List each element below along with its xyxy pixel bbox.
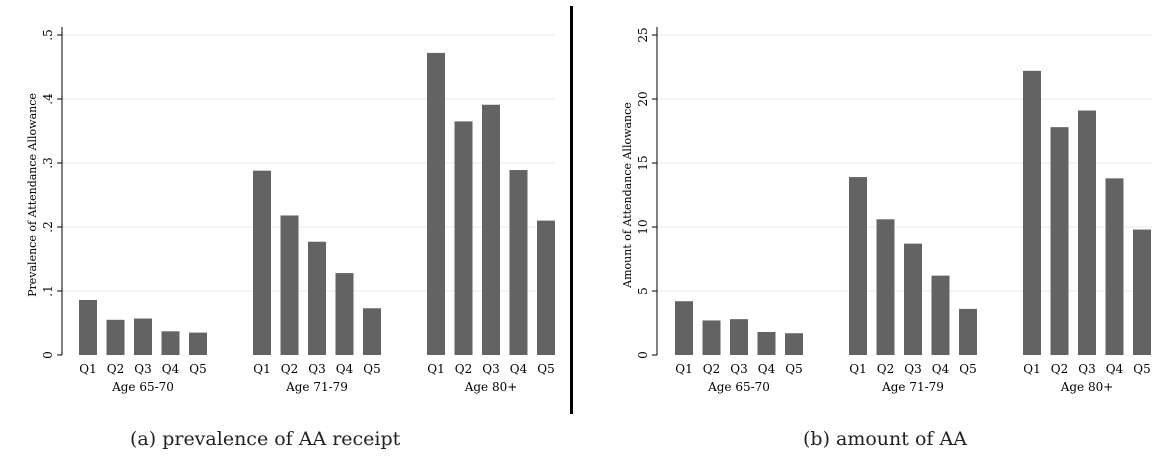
chart-amount: 0 5 10 15 20 25 Amount of Attendance Allowance… xyxy=(621,27,1153,394)
y-tick-label: .3 xyxy=(41,157,55,168)
bar-age-65-70-q2 xyxy=(702,320,721,355)
x-tick-label: Q4 xyxy=(758,362,776,376)
x-tick-label: Q3 xyxy=(730,362,747,376)
group-label: Age 80+ xyxy=(464,380,518,394)
x-tick-label: Q1 xyxy=(849,362,866,376)
x-tick-label: Q2 xyxy=(1051,362,1068,376)
bar-age-80--q1 xyxy=(1023,70,1041,355)
y-tick-label: 5 xyxy=(636,287,650,295)
x-tick-label: Q4 xyxy=(510,362,528,376)
x-tick-label: Q2 xyxy=(281,362,298,376)
bar-age-80--q1 xyxy=(427,52,445,356)
chart-prevalence: 0 .1 .2 .3 .4 .5 Prevalence of Attendance Allo… xyxy=(26,27,555,394)
x-tick-label: Q3 xyxy=(482,362,499,376)
caption-prevalence: (a) prevalence of AA receipt xyxy=(130,428,401,450)
bar-age-71-79-q1 xyxy=(253,170,271,355)
x-tick-label: Q3 xyxy=(1078,362,1095,376)
bar-age-80--q2 xyxy=(454,121,473,356)
bar-age-71-79-q2 xyxy=(876,219,895,355)
y-tick-label: .1 xyxy=(41,285,55,296)
bar-age-80--q3 xyxy=(1078,110,1096,356)
y-tick-label: 20 xyxy=(636,91,650,106)
x-tick-label: Q2 xyxy=(455,362,472,376)
y-tick-label: .2 xyxy=(41,221,55,232)
x-tick-label: Q5 xyxy=(537,362,554,376)
bar-age-80--q5 xyxy=(1133,229,1151,355)
y-axis-label: Prevalence of Attendance Allowance xyxy=(26,93,39,297)
x-tick-label: Q5 xyxy=(785,362,802,376)
y-tick-label: 0 xyxy=(41,351,55,359)
bar-age-71-79-q4 xyxy=(335,273,354,355)
bar-age-71-79-q1 xyxy=(849,177,867,355)
bar-age-80--q4 xyxy=(1105,178,1124,355)
y-axis-label: Amount of Attendance Allowance xyxy=(621,102,634,289)
x-tick-label: Q2 xyxy=(107,362,124,376)
x-tick-label: Q3 xyxy=(308,362,325,376)
y-tick-label: 10 xyxy=(636,219,650,234)
bar-age-80--q5 xyxy=(537,220,555,355)
x-tick-label: Q2 xyxy=(703,362,720,376)
bar-age-65-70-q5 xyxy=(785,333,803,355)
x-tick-label: Q4 xyxy=(1106,362,1124,376)
group-label: Age 71-79 xyxy=(881,380,944,394)
x-tick-label: Q1 xyxy=(253,362,270,376)
bar-age-80--q4 xyxy=(509,170,528,355)
x-tick-label: Q5 xyxy=(1133,362,1150,376)
bar-age-71-79-q4 xyxy=(931,275,950,355)
bar-age-65-70-q4 xyxy=(757,331,776,355)
bar-age-65-70-q3 xyxy=(134,318,152,355)
x-tick-label: Q2 xyxy=(877,362,894,376)
chart-panel-prevalence: 0 .1 .2 .3 .4 .5 Prevalence of Attendance Allo… xyxy=(0,0,570,461)
bar-age-80--q2 xyxy=(1050,127,1069,355)
y-tick-label: 0 xyxy=(636,351,650,359)
bar-age-65-70-q1 xyxy=(675,301,693,355)
x-tick-label: Q1 xyxy=(427,362,444,376)
group-label: Age 65-70 xyxy=(707,380,770,394)
bar-age-71-79-q3 xyxy=(904,243,922,355)
bar-age-71-79-q5 xyxy=(363,308,381,355)
y-tick-label: 15 xyxy=(636,155,650,170)
caption-amount: (b) amount of AA xyxy=(803,428,967,450)
bar-age-65-70-q3 xyxy=(730,319,748,355)
x-tick-label: Q5 xyxy=(363,362,380,376)
panel-divider xyxy=(570,6,573,414)
bar-age-65-70-q1 xyxy=(79,299,97,355)
y-tick-label: .5 xyxy=(41,29,55,40)
bar-age-71-79-q5 xyxy=(959,308,977,355)
x-tick-label: Q5 xyxy=(959,362,976,376)
group-label: Age 65-70 xyxy=(111,380,174,394)
x-tick-label: Q1 xyxy=(675,362,692,376)
chart-panel-amount: 0 5 10 15 20 25 Amount of Attendance Allowance… xyxy=(578,0,1161,461)
y-tick-label: 25 xyxy=(636,27,650,42)
x-tick-label: Q5 xyxy=(189,362,206,376)
x-tick-label: Q3 xyxy=(134,362,151,376)
x-tick-label: Q4 xyxy=(932,362,950,376)
bar-age-65-70-q5 xyxy=(189,332,207,355)
x-tick-label: Q3 xyxy=(904,362,921,376)
bar-age-71-79-q3 xyxy=(308,241,326,355)
group-label: Age 80+ xyxy=(1060,380,1114,394)
group-label: Age 71-79 xyxy=(285,380,348,394)
x-tick-label: Q4 xyxy=(162,362,180,376)
x-tick-label: Q4 xyxy=(336,362,354,376)
bar-age-65-70-q4 xyxy=(161,331,180,355)
bar-age-65-70-q2 xyxy=(106,319,125,355)
x-tick-label: Q1 xyxy=(79,362,96,376)
y-tick-label: .4 xyxy=(41,93,55,105)
x-tick-label: Q1 xyxy=(1023,362,1040,376)
bar-age-71-79-q2 xyxy=(280,215,299,355)
bar-age-80--q3 xyxy=(482,104,500,355)
